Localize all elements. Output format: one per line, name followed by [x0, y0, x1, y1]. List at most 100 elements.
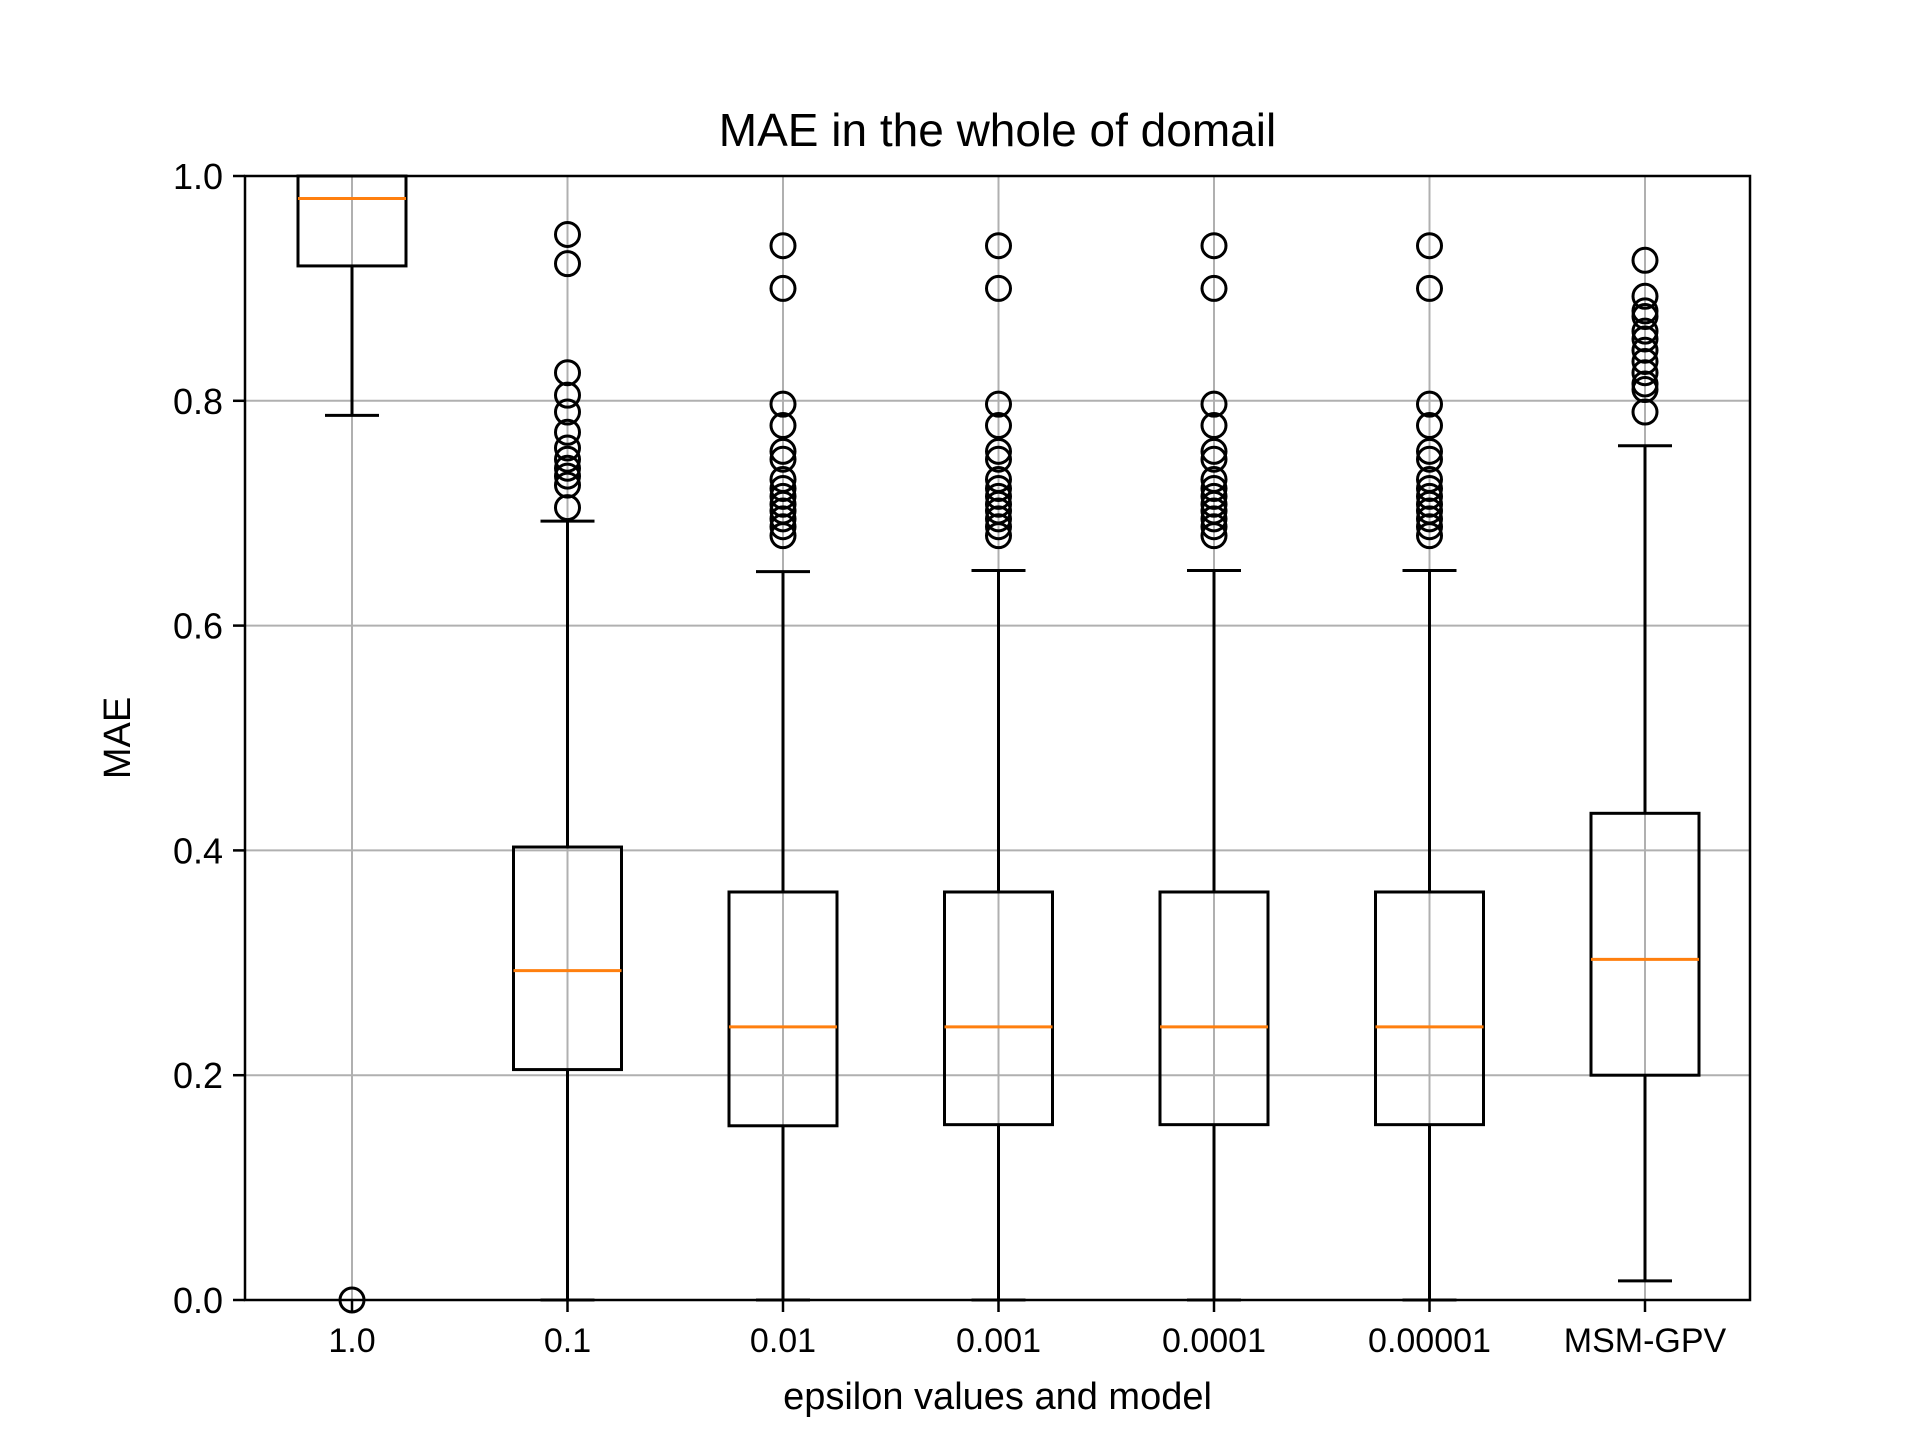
- outlier-point: [769, 445, 797, 473]
- outlier-point: [1200, 390, 1228, 418]
- outlier-point: [554, 445, 581, 473]
- outlier-point: [985, 497, 1012, 525]
- x-tick-label: 0.00001: [1368, 1322, 1491, 1360]
- outlier-point: [1631, 370, 1659, 398]
- outlier-point: [554, 250, 581, 278]
- outlier-point: [769, 437, 797, 465]
- outlier-point: [1416, 465, 1443, 493]
- outlier-point: [1631, 297, 1659, 325]
- outlier-point: [1200, 437, 1228, 465]
- outlier-point: [1200, 465, 1228, 493]
- outlier-point: [1200, 412, 1228, 440]
- outlier-point: [1416, 274, 1443, 302]
- outlier-point: [1200, 474, 1228, 502]
- outlier-point: [554, 494, 581, 522]
- outlier-point: [1200, 274, 1228, 302]
- x-tick-label: 0.01: [750, 1322, 816, 1360]
- tick-layer: 0.0 0.2 0.4 0.6 0.8 1.0 1.0 0.1 0.01 0.001 0.0001 0…: [173, 156, 1727, 1360]
- iqr-box: [943, 890, 1054, 1127]
- outlier-point: [554, 462, 581, 490]
- x-tick-label: 1.0: [328, 1322, 375, 1360]
- y-tick-label: 0.0: [173, 1280, 223, 1321]
- x-tick-label: 0.1: [544, 1322, 591, 1360]
- outlier-point: [769, 390, 797, 418]
- x-tick-label: MSM-GPV: [1564, 1322, 1727, 1360]
- x-tick-label: 0.0001: [1162, 1322, 1266, 1360]
- outlier-point: [769, 497, 797, 525]
- outlier-point: [1200, 505, 1228, 533]
- outlier-point: [1631, 347, 1659, 375]
- outlier-point: [1416, 474, 1443, 502]
- outlier-point: [769, 412, 797, 440]
- box-group: [1589, 246, 1701, 1283]
- outlier-point: [554, 220, 581, 248]
- outlier-point: [769, 474, 797, 502]
- outlier-point: [1416, 390, 1443, 418]
- iqr-box: [1589, 811, 1701, 1077]
- outlier-point: [769, 482, 797, 510]
- outlier-point: [1416, 232, 1443, 260]
- x-axis-label: epsilon values and model: [783, 1376, 1212, 1418]
- outlier-point: [1200, 482, 1228, 510]
- outlier-point: [985, 390, 1012, 418]
- outlier-point: [1200, 513, 1228, 541]
- y-tick-label: 0.4: [173, 830, 223, 871]
- outlier-point: [1631, 282, 1659, 310]
- box-group: [1158, 232, 1270, 1302]
- outlier-point: [1631, 398, 1659, 426]
- outlier-point: [985, 437, 1012, 465]
- y-axis-label: MAE: [97, 697, 139, 779]
- outlier-point: [1631, 317, 1659, 345]
- outlier-point: [1631, 359, 1659, 387]
- outlier-point: [1416, 497, 1443, 525]
- outlier-point: [1416, 412, 1443, 440]
- outlier-point: [554, 359, 581, 387]
- outlier-point: [554, 471, 581, 499]
- iqr-box: [1158, 890, 1270, 1127]
- outlier-point: [769, 232, 797, 260]
- outlier-point: [554, 381, 581, 409]
- outlier-point: [1416, 437, 1443, 465]
- outlier-point: [1631, 336, 1659, 364]
- outlier-point: [1416, 482, 1443, 510]
- outlier-point: [554, 398, 581, 426]
- iqr-box: [1374, 890, 1485, 1127]
- outlier-point: [985, 465, 1012, 493]
- outlier-point: [1200, 497, 1228, 525]
- box-group: [1374, 232, 1485, 1302]
- outlier-point: [554, 434, 581, 462]
- iqr-box: [512, 845, 623, 1072]
- y-tick-label: 0.8: [173, 381, 223, 422]
- outlier-point: [769, 505, 797, 533]
- box-group: [727, 232, 839, 1302]
- outlier-point: [1416, 513, 1443, 541]
- y-tick-label: 1.0: [173, 156, 223, 197]
- outlier-point: [554, 454, 581, 482]
- outlier-point: [1416, 445, 1443, 473]
- outlier-point: [1631, 325, 1659, 353]
- outlier-point: [1631, 246, 1659, 274]
- outlier-point: [1200, 232, 1228, 260]
- outlier-point: [985, 412, 1012, 440]
- outlier-point: [769, 513, 797, 541]
- outlier-point: [554, 418, 581, 446]
- outlier-point: [985, 505, 1012, 533]
- outlier-point: [985, 474, 1012, 502]
- box-group: [512, 220, 623, 1302]
- iqr-box: [727, 890, 839, 1128]
- chart-title: MAE in the whole of domail: [719, 104, 1276, 156]
- x-tick-label: 0.001: [956, 1322, 1041, 1360]
- box-group: [943, 232, 1054, 1302]
- outlier-point: [985, 445, 1012, 473]
- outlier-point: [769, 465, 797, 493]
- outlier-point: [985, 232, 1012, 260]
- y-tick-label: 0.2: [173, 1055, 223, 1096]
- outlier-point: [985, 482, 1012, 510]
- outlier-point: [769, 274, 797, 302]
- outlier-point: [1200, 445, 1228, 473]
- outlier-point: [985, 513, 1012, 541]
- outlier-point: [1416, 505, 1443, 533]
- outlier-point: [985, 274, 1012, 302]
